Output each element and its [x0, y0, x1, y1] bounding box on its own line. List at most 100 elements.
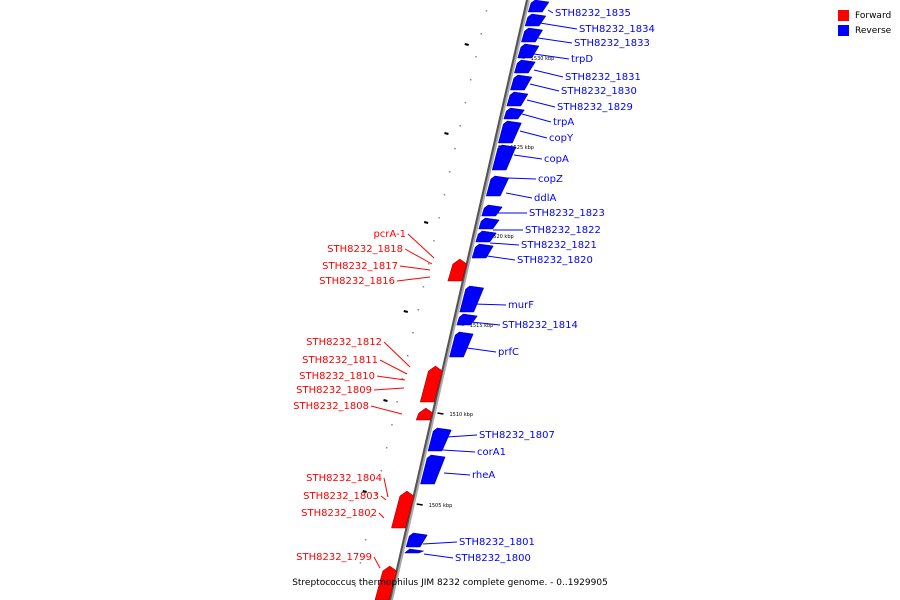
reverse-gene-label: STH8232_1814	[502, 320, 578, 331]
ruler-dot	[364, 539, 367, 541]
forward-gene-label: STH8232_1818	[327, 244, 403, 255]
ruler-dot	[454, 148, 456, 150]
ruler-dot	[359, 562, 362, 564]
gene-leader-line	[407, 233, 435, 259]
reverse-gene-block	[471, 243, 494, 259]
gene-leader-line	[396, 276, 431, 282]
gene-leader-line	[423, 553, 454, 559]
forward-gene-label: STH8232_1808	[293, 401, 369, 412]
reverse-gene-label: STH8232_1807	[479, 430, 555, 441]
gene-leader-line	[379, 359, 408, 375]
ruler-dot	[427, 263, 430, 265]
backbone-line	[389, 0, 528, 600]
gene-leader-line	[470, 321, 501, 326]
reverse-gene-block	[481, 204, 503, 217]
scale-label: 1520 kbp	[490, 234, 514, 240]
scale-tick	[383, 399, 388, 402]
reverse-gene-label: STH8232_1823	[529, 208, 605, 219]
ruler-dot	[385, 447, 388, 449]
ruler-dot	[401, 378, 404, 380]
ruler-dot	[370, 516, 372, 518]
scale-tick	[362, 490, 367, 493]
reverse-gene-label: STH8232_1822	[525, 225, 601, 236]
reverse-gene-block	[503, 107, 525, 120]
reverse-gene-label: STH8232_1831	[565, 72, 641, 83]
reverse-gene-label: copZ	[538, 174, 563, 185]
reverse-gene-block	[527, 0, 550, 13]
ruler-dot	[406, 355, 409, 357]
gene-leader-line	[507, 177, 537, 180]
reverse-gene-label: murF	[508, 300, 534, 311]
forward-gene-block	[391, 490, 415, 529]
reverse-gene-label: prfC	[498, 347, 519, 358]
forward-gene-label: pcrA-1	[373, 229, 406, 240]
gene-leader-line	[446, 434, 478, 438]
genome-caption: Streptococcus thermophilus JIM 8232 comp…	[292, 578, 608, 588]
scale-tick	[444, 132, 449, 135]
ruler-dot	[380, 470, 383, 472]
reverse-gene-block	[475, 230, 497, 243]
reverse-gene-block	[521, 27, 544, 43]
reverse-gene-block	[498, 120, 522, 144]
reverse-gene-label: trpA	[553, 117, 574, 128]
ruler-dot	[391, 424, 393, 426]
scale-label: 1525 kbp	[510, 145, 534, 151]
ruler-dot	[459, 125, 461, 127]
reverse-gene-label: copA	[544, 154, 569, 165]
gene-leader-line	[380, 495, 387, 501]
ruler-dot	[438, 217, 440, 219]
ruler-dot	[448, 171, 451, 173]
legend-reverse-label: Reverse	[855, 25, 892, 36]
forward-gene-label: STH8232_1811	[302, 355, 378, 366]
forward-gene-label: STH8232_1804	[306, 473, 382, 484]
forward-gene-block	[415, 407, 434, 421]
gene-leader-line	[489, 242, 520, 246]
reverse-gene-block	[517, 43, 540, 59]
legend-forward: Forward	[838, 8, 891, 23]
reverse-gene-label: STH8232_1800	[455, 553, 531, 564]
reverse-gene-block	[485, 175, 510, 197]
reverse-gene-label: STH8232_1834	[579, 24, 655, 35]
legend: Forward Reverse	[838, 8, 891, 38]
forward-gene-block	[374, 565, 398, 600]
reverse-gene-label: rheA	[472, 470, 495, 481]
gene-leader-line	[486, 255, 516, 261]
reverse-gene-label: STH8232_1830	[561, 86, 637, 97]
forward-gene-label: STH8232_1817	[322, 261, 398, 272]
gene-leader-line	[399, 265, 431, 271]
gene-leader-line	[442, 449, 476, 453]
ruler-dot	[396, 401, 398, 403]
scale-tick	[437, 412, 444, 415]
forward-gene-label: STH8232_1810	[299, 371, 375, 382]
reverse-gene-label: STH8232_1829	[557, 102, 633, 113]
gene-leader-line	[373, 387, 405, 391]
reverse-gene-block	[405, 532, 428, 548]
gene-leader-line	[529, 83, 560, 92]
forward-gene-label: STH8232_1803	[303, 491, 379, 502]
reverse-gene-label: copY	[549, 133, 574, 144]
reverse-gene-block	[449, 331, 474, 358]
scale-tick	[464, 43, 469, 46]
ruler-dot	[354, 585, 356, 587]
scale-label: 1515 kbp	[470, 323, 494, 329]
reverse-gene-label: trpD	[571, 54, 593, 65]
forward-swatch	[838, 10, 849, 21]
forward-gene-label: STH8232_1816	[319, 276, 395, 287]
forward-gene-block	[447, 258, 468, 282]
ruler-dot	[443, 194, 446, 196]
gene-leader-line	[537, 37, 573, 44]
ruler-dot	[469, 79, 472, 81]
ruler-dot	[464, 102, 467, 104]
ruler-dot	[412, 332, 414, 334]
reverse-gene-block	[513, 59, 536, 74]
reverse-gene-block	[404, 548, 425, 554]
scale-tick	[423, 221, 429, 224]
gene-leader-line	[373, 556, 381, 569]
gene-leader-line	[376, 375, 406, 381]
gene-leader-line	[370, 405, 403, 415]
scale-label: 1505 kbp	[429, 503, 453, 509]
gene-leader-line	[505, 192, 533, 199]
ruler-dot	[433, 240, 435, 242]
gene-leader-line	[533, 53, 570, 60]
